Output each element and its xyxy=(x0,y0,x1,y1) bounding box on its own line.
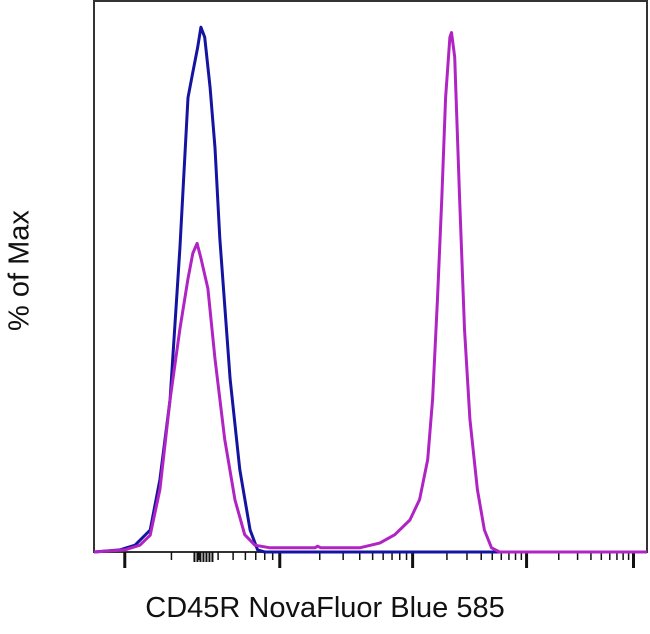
series-line-2 xyxy=(93,31,647,554)
x-axis-label: CD45R NovaFluor Blue 585 xyxy=(145,592,505,624)
y-axis-label: % of Max xyxy=(3,210,36,331)
series-lines xyxy=(93,25,647,554)
plot-frame xyxy=(93,0,648,553)
x-axis-ticks xyxy=(123,552,635,568)
